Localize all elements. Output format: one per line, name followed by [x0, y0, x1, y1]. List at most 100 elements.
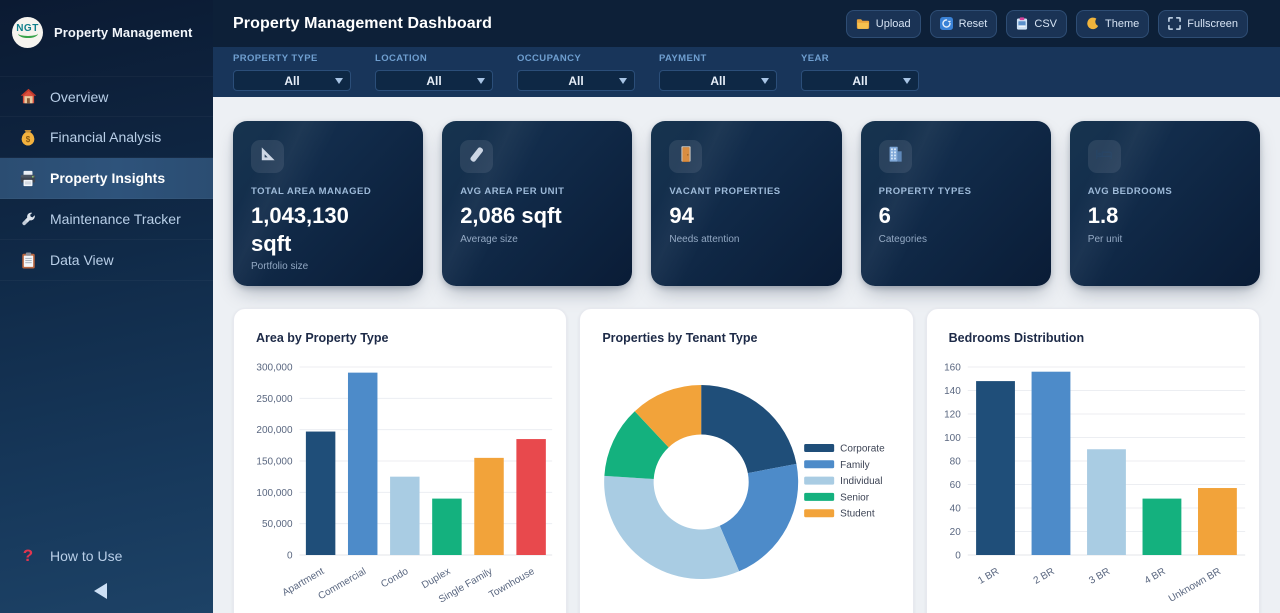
kpi-row: TOTAL AREA MANAGED 1,043,130 sqft Portfo…: [233, 121, 1260, 286]
filter-value: All: [568, 73, 584, 88]
svg-text:300,000: 300,000: [256, 363, 293, 374]
chevron-down-icon: [477, 77, 485, 84]
svg-text:40: 40: [949, 504, 961, 515]
filter-label: YEAR: [801, 53, 829, 64]
chart-card-properties-by-tenant-type: Properties by Tenant Type Corporate Famil…: [579, 308, 914, 613]
sidebar-item-label: Property Insights: [50, 170, 166, 186]
kpi-value: 6: [878, 203, 891, 228]
filter-location: LOCATION All: [375, 53, 493, 97]
chart-card-area-by-property-type: Area by Property Type 0 50,000 100,000 150,…: [233, 308, 568, 613]
reset-button[interactable]: Reset: [929, 9, 998, 38]
chevron-down-icon: [761, 77, 769, 84]
kpi-iconbox: [878, 140, 912, 173]
kpi-vacant-properties: VACANT PROPERTIES 94 Needs attention: [651, 121, 842, 286]
property-type-select[interactable]: All: [233, 70, 351, 91]
chart-title: Bedrooms Distribution: [948, 331, 1085, 345]
sidebar-item-overview[interactable]: Overview: [0, 76, 213, 117]
filter-label: PAYMENT: [659, 53, 707, 64]
kpi-label: AVG BEDROOMS: [1087, 186, 1173, 197]
bar-chart-area-by-property-type[interactable]: 0 50,000 100,000 150,000 200,000 250,000 300,0…: [242, 353, 558, 613]
sidebar-item-property-insights[interactable]: Property Insights: [0, 158, 213, 199]
sidebar-nav: Overview $ Financial Analysis Property I…: [0, 76, 213, 281]
filter-label: OCCUPANCY: [517, 53, 582, 64]
kpi-sub: Per unit: [1087, 233, 1123, 245]
svg-text:120: 120: [944, 410, 961, 421]
location-select[interactable]: All: [375, 70, 493, 91]
svg-text:3 BR: 3 BR: [1087, 566, 1112, 587]
upload-button[interactable]: Upload: [845, 9, 921, 38]
page-title: Property Management Dashboard: [233, 14, 492, 32]
filter-payment: PAYMENT All: [659, 53, 777, 97]
donut-legend[interactable]: Corporate Family Individual Senior Student: [804, 444, 885, 520]
sidebar-item-maintenance-tracker[interactable]: Maintenance Tracker: [0, 199, 213, 240]
svg-text:Corporate: Corporate: [840, 444, 885, 455]
filter-occupancy: OCCUPANCY All: [517, 53, 635, 97]
collapse-left-icon: [94, 583, 107, 599]
sidebar-item-label: Overview: [50, 88, 109, 105]
clipboard-export-icon: [1016, 17, 1028, 30]
svg-text:1 BR: 1 BR: [976, 566, 1001, 587]
year-select[interactable]: All: [801, 70, 919, 91]
kpi-iconbox: [669, 140, 703, 173]
sidebar-bottom: ? How to Use: [0, 538, 213, 613]
folder-icon: [856, 18, 870, 30]
sidebar-item-data-view[interactable]: Data View: [0, 240, 213, 281]
svg-text:0: 0: [955, 551, 961, 562]
ruler-icon: [467, 145, 486, 169]
filter-value: All: [710, 73, 726, 88]
filter-label: PROPERTY TYPE: [233, 53, 318, 64]
filter-property-type: PROPERTY TYPE All: [233, 53, 351, 97]
sidebar-item-financial-analysis[interactable]: $ Financial Analysis: [0, 117, 213, 158]
svg-text:140: 140: [944, 386, 961, 397]
svg-text:160: 160: [944, 363, 961, 374]
svg-text:50,000: 50,000: [262, 519, 293, 530]
sidebar-item-how-to-use[interactable]: ? How to Use: [0, 538, 213, 574]
filter-value: All: [426, 73, 442, 88]
kpi-label: AVG AREA PER UNIT: [460, 186, 565, 197]
occupancy-select[interactable]: All: [517, 70, 635, 91]
kpi-sub: Portfolio size: [251, 261, 309, 272]
brand-logo: NGT ​: [12, 17, 43, 48]
svg-text:2 BR: 2 BR: [1031, 566, 1056, 587]
kpi-iconbox: [251, 140, 284, 173]
chevron-down-icon: [335, 77, 343, 84]
svg-text:Condo: Condo: [379, 566, 410, 590]
kpi-value: 94: [669, 203, 694, 228]
theme-button[interactable]: Theme: [1076, 9, 1150, 38]
fullscreen-button-label: Fullscreen: [1187, 17, 1238, 30]
csv-button-label: CSV: [1034, 17, 1057, 30]
svg-text:60: 60: [949, 480, 961, 491]
help-label: How to Use: [50, 548, 123, 564]
kpi-label: PROPERTY TYPES: [878, 186, 972, 197]
fullscreen-icon: [1168, 17, 1182, 30]
sidebar: NGT ​ Property Management Overview $ Fin…: [0, 0, 213, 613]
csv-button[interactable]: CSV: [1006, 9, 1067, 38]
kpi-sub: Needs attention: [669, 233, 740, 245]
fullscreen-button[interactable]: Fullscreen: [1158, 9, 1248, 38]
filter-value: All: [284, 73, 300, 88]
filter-value: All: [852, 73, 868, 88]
main: Property Management Dashboard Upload Res…: [213, 0, 1280, 613]
svg-text:200,000: 200,000: [256, 425, 293, 436]
triangle-ruler-icon: [258, 145, 277, 169]
kpi-value: 2,086 sqft: [460, 203, 562, 228]
donut-chart-properties-by-tenant-type[interactable]: Corporate Family Individual Senior Student: [588, 353, 904, 613]
kpi-avg-area-per-unit: AVG AREA PER UNIT 2,086 sqft Average siz…: [442, 121, 633, 286]
svg-text:0: 0: [287, 551, 293, 562]
upload-button-label: Upload: [875, 17, 911, 30]
svg-text:4 BR: 4 BR: [1142, 566, 1167, 587]
svg-text:150,000: 150,000: [256, 457, 293, 468]
sidebar-item-label: Financial Analysis: [50, 129, 162, 145]
brand: NGT ​ Property Management: [0, 0, 213, 64]
kpi-label: TOTAL AREA MANAGED: [251, 186, 372, 197]
building-icon: [886, 145, 904, 168]
bar-chart-bedrooms-distribution[interactable]: 0 20 40 60 80 100 120 140 160 1 BR 2 BR 3 BR 4 BR Unk…: [935, 353, 1251, 613]
payment-select[interactable]: All: [659, 70, 777, 91]
svg-text:$: $: [26, 135, 31, 144]
kpi-value: 1,043,130 sqft: [251, 203, 349, 256]
sidebar-collapse-button[interactable]: [90, 582, 112, 600]
svg-text:Unknown BR: Unknown BR: [1167, 566, 1223, 605]
kpi-label: VACANT PROPERTIES: [669, 186, 781, 197]
svg-text:Commercial: Commercial: [317, 566, 369, 602]
